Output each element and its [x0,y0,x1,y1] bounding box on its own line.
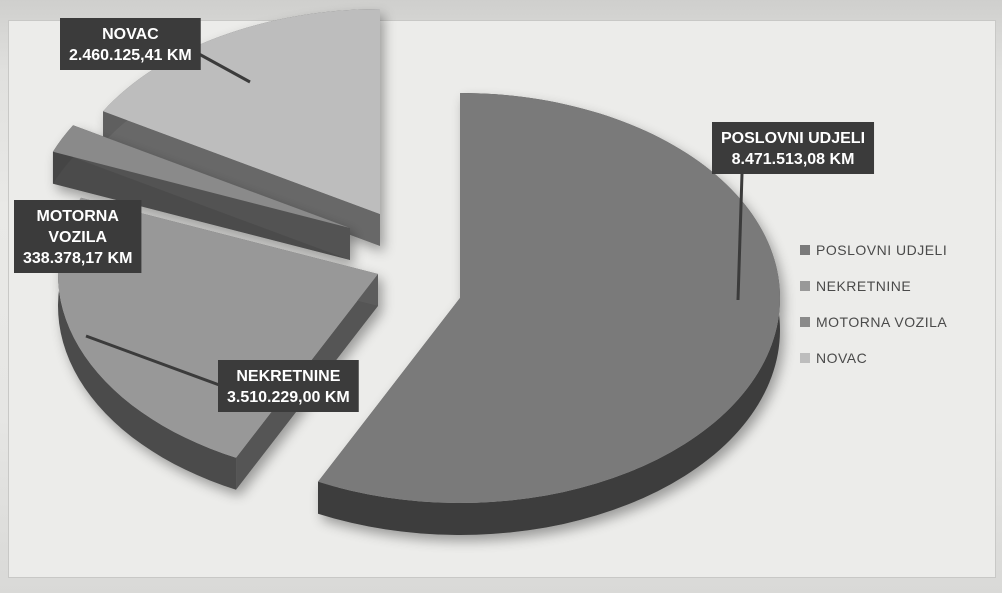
legend-label: POSLOVNI UDJELI [816,242,947,258]
legend-label: NEKRETNINE [816,278,911,294]
data-label-nekretnine: NEKRETNINE 3.510.229,00 KM [218,360,359,412]
legend-label: NOVAC [816,350,867,366]
data-label-text: NOVAC [102,26,159,43]
legend-swatch [800,281,810,291]
data-label-text: 3.510.229,00 KM [227,389,350,406]
data-label-text: 2.460.125,41 KM [69,47,192,64]
data-label-novac: NOVAC 2.460.125,41 KM [60,18,201,70]
data-label-box [60,18,201,70]
data-label-text: NEKRETNINE [236,368,340,385]
data-label-text: MOTORNA [37,208,120,225]
legend-swatch [800,317,810,327]
data-label-poslovni-udjeli: POSLOVNI UDJELI 8.471.513,08 KM [712,122,875,174]
data-label-text: POSLOVNI UDJELI [721,130,865,147]
pie-slice-side-motorna-vozila [52,151,351,260]
pie-slice-side-novac [103,111,381,246]
legend-swatch [800,353,810,363]
legend-item-motorna-vozila: MOTORNA VOZILA [800,314,947,330]
data-label-text: 338.378,17 KM [23,250,132,267]
data-label-box [712,122,875,174]
data-label-text: 8.471.513,08 KM [732,151,855,168]
data-label-box [14,200,142,273]
data-label-text: VOZILA [48,229,107,246]
data-label-box [218,360,359,412]
data-label-motorna-vozila: MOTORNA VOZILA 338.378,17 KM [14,200,142,273]
legend-label: MOTORNA VOZILA [816,314,947,330]
pie-slice-top-motorna-vozila [52,125,351,228]
leader-line-nekretnine [85,334,223,388]
pie-slice-poslovni-udjeli [318,93,781,536]
legend-item-nekretnine: NEKRETNINE [800,278,911,294]
pie-slice-motorna-vozila [52,125,351,260]
pie-slice-top-poslovni-udjeli [318,93,780,503]
legend-item-novac: NOVAC [800,350,867,366]
legend-swatch [800,245,810,255]
legend-item-poslovni-udjeli: POSLOVNI UDJELI [800,242,947,258]
leader-line-poslovni-udjeli [736,173,744,301]
